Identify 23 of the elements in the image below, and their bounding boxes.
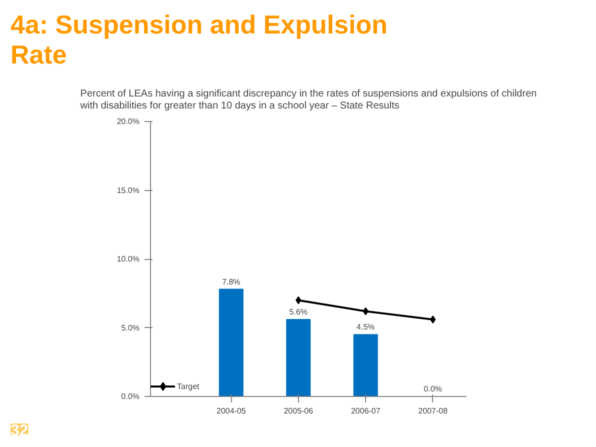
data-label: 7.8% [222,277,240,286]
x-tick-label: 2004-05 [216,406,246,416]
y-tick-label: 5.0% [121,323,140,332]
data-label: 4.5% [356,322,375,332]
bar [286,319,311,396]
point [296,296,302,304]
x-tick-label: 2006-07 [350,406,381,416]
y-tick-label: 20.0% [116,117,140,126]
legend-label: Target [177,382,200,390]
y-tick-label: 10.0% [116,254,140,264]
y-tick-label: 15.0% [116,186,140,195]
y-tick-label: 0.0% [121,392,140,401]
bar [353,334,378,396]
chart-title: 4a: Suspension and Expulsion Rate [10,10,388,70]
x-tick-label: 2007-08 [418,406,448,416]
point [362,307,368,316]
data-label: 0.0% [424,384,442,394]
chart-subtitle: Percent of LEAs having a significant discrepancy in the rates of suspensions and expulsions of children with disabilities for greater than 10 days in a school year – State Results [79,88,537,112]
point [430,316,436,324]
data-label: 5.6% [289,308,308,316]
text: 32 [10,422,28,440]
bar [218,288,244,396]
x-tick-label: 2005-06 [284,406,314,416]
